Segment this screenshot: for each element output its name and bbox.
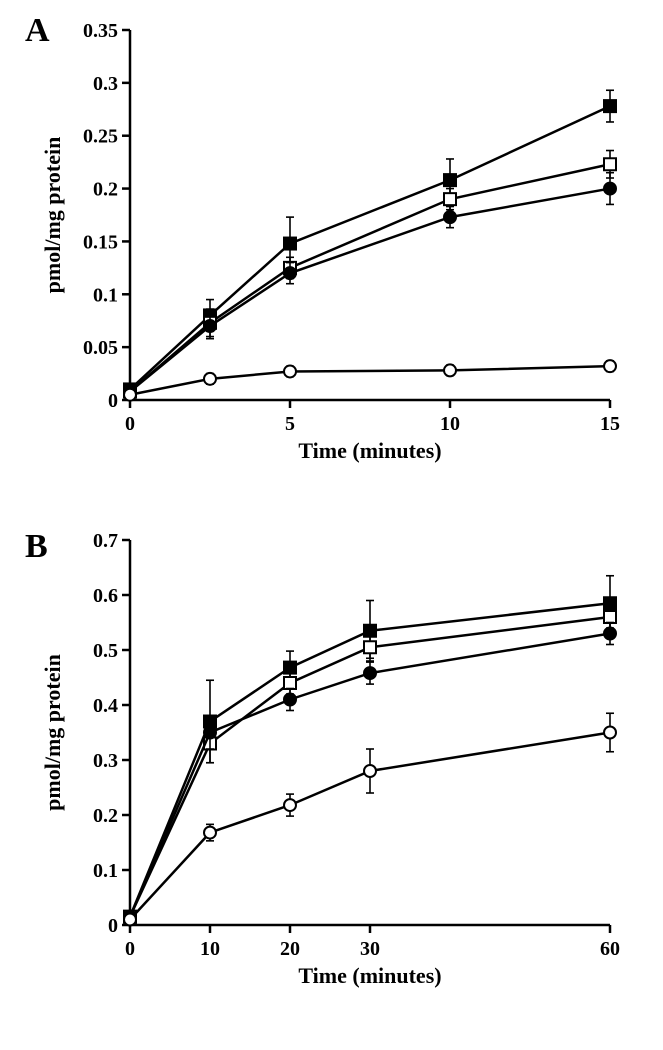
svg-text:0.25: 0.25 xyxy=(83,126,118,148)
panel-a-chart: 0 5 10 15 0 0.05 0.1 0.15 0.2 0.25 0.3 0.35 Time (mi… xyxy=(20,10,640,470)
svg-text:pmol/mg protein: pmol/mg protein xyxy=(40,654,65,811)
svg-text:0.2: 0.2 xyxy=(93,805,118,827)
svg-text:0.1: 0.1 xyxy=(93,860,118,882)
svg-text:pmol/mg protein: pmol/mg protein xyxy=(40,137,65,294)
svg-text:Time (minutes): Time (minutes) xyxy=(298,963,441,988)
panel-a-letter: A xyxy=(25,12,50,50)
svg-text:0.3: 0.3 xyxy=(93,73,118,95)
svg-text:0: 0 xyxy=(108,390,118,412)
svg-text:10: 10 xyxy=(200,938,220,960)
panel-a: A 0 5 10 15 0 0.05 0.1 0.15 0.2 0.25 0.3 0.35 Time (… xyxy=(20,10,663,470)
svg-text:0.5: 0.5 xyxy=(93,640,118,662)
svg-text:10: 10 xyxy=(440,413,460,435)
svg-text:60: 60 xyxy=(600,938,620,960)
svg-text:0.1: 0.1 xyxy=(93,284,118,306)
svg-text:5: 5 xyxy=(285,413,295,435)
svg-text:30: 30 xyxy=(360,938,380,960)
svg-text:0.7: 0.7 xyxy=(93,530,118,552)
svg-text:0: 0 xyxy=(125,938,135,960)
svg-text:20: 20 xyxy=(280,938,300,960)
svg-text:15: 15 xyxy=(600,413,620,435)
svg-text:0.3: 0.3 xyxy=(93,750,118,772)
panel-b-letter: B xyxy=(25,528,48,566)
svg-text:0.2: 0.2 xyxy=(93,179,118,201)
svg-text:0: 0 xyxy=(108,915,118,937)
svg-text:0.4: 0.4 xyxy=(93,695,118,717)
svg-text:0.35: 0.35 xyxy=(83,20,118,42)
svg-text:0.15: 0.15 xyxy=(83,231,118,253)
svg-text:0.05: 0.05 xyxy=(83,337,118,359)
panel-b: B 0 10 20 30 60 0 0.1 0.2 0.3 0.4 0.5 0.6 0.7 Time (m… xyxy=(20,510,663,1000)
panel-b-chart: 0 10 20 30 60 0 0.1 0.2 0.3 0.4 0.5 0.6 0.7 Time (min… xyxy=(20,510,640,1000)
svg-text:Time (minutes): Time (minutes) xyxy=(298,438,441,463)
svg-text:0.6: 0.6 xyxy=(93,585,118,607)
svg-text:0: 0 xyxy=(125,413,135,435)
